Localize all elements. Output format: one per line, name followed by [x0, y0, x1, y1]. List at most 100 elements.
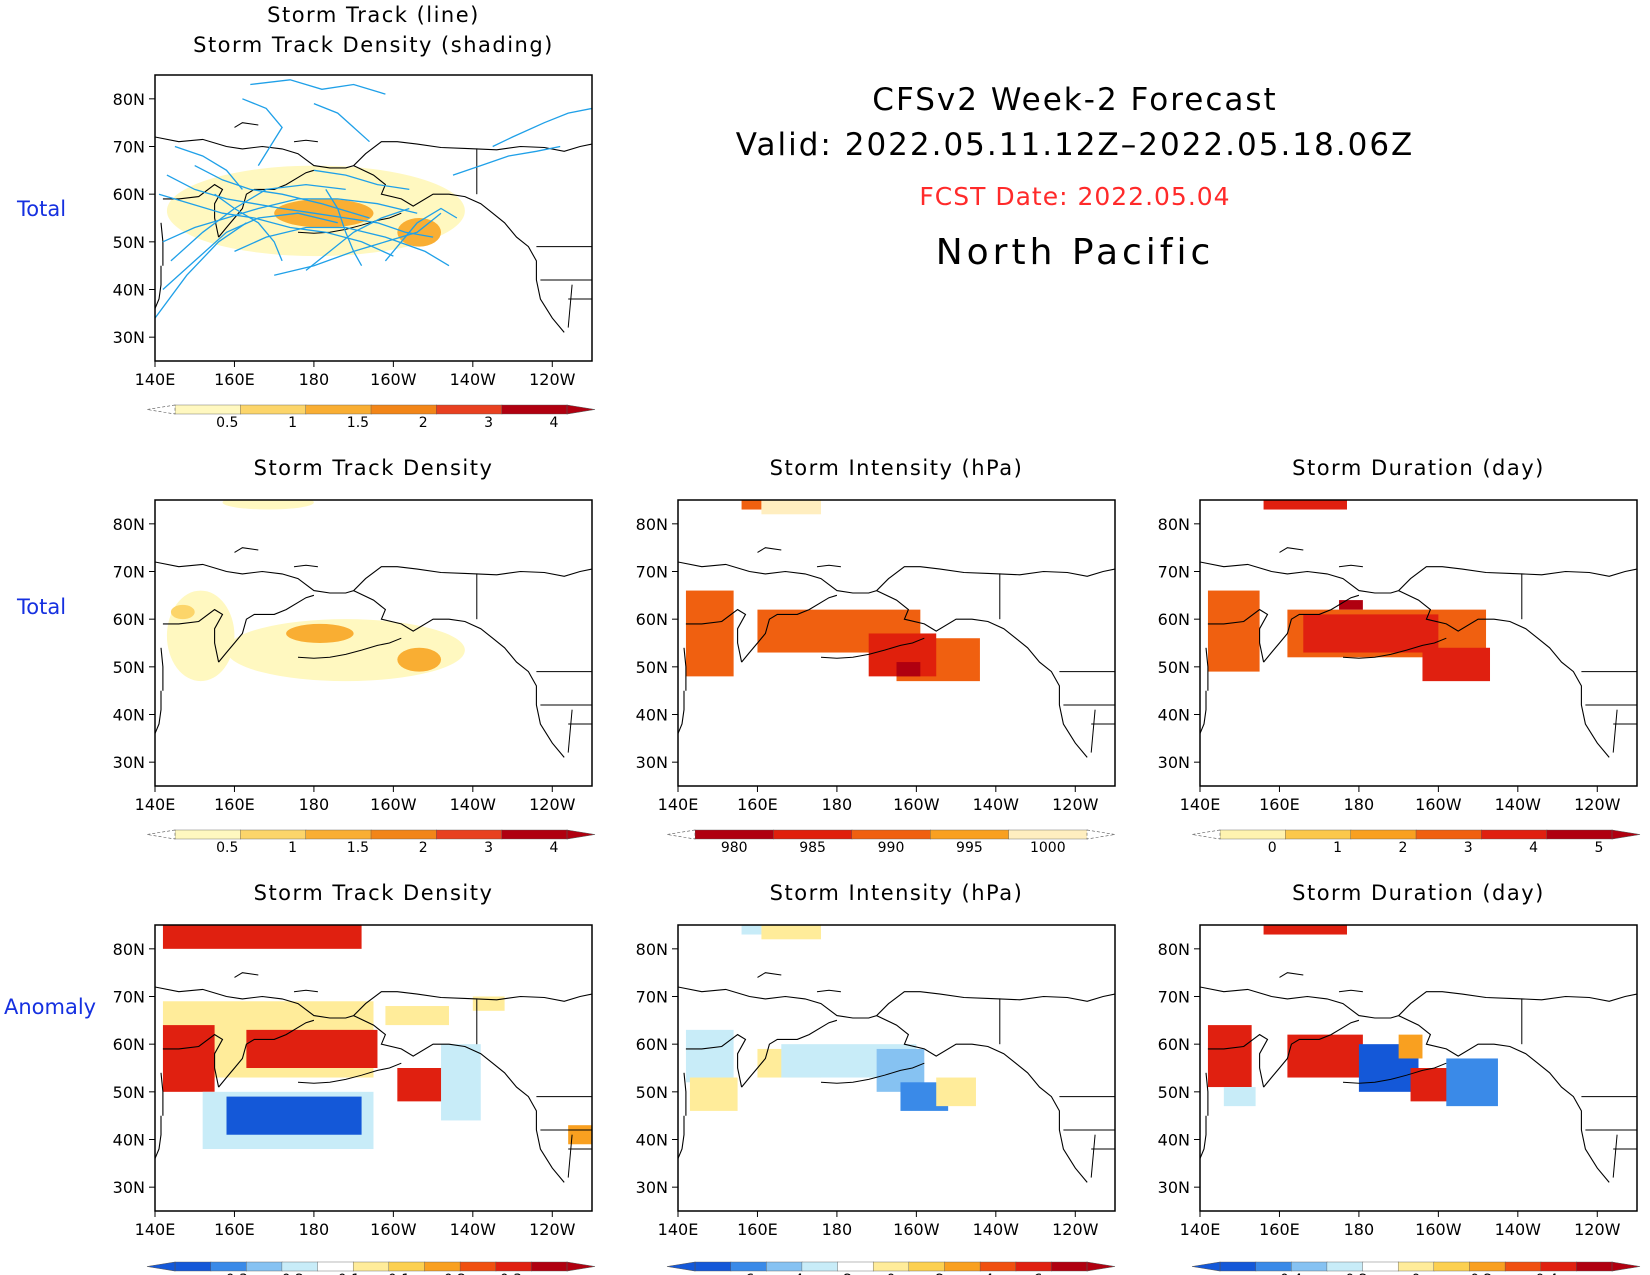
- shade-region: [1422, 647, 1491, 682]
- coastline: [757, 547, 782, 553]
- lon-label: 140W: [973, 795, 1020, 814]
- map-frame: [677, 924, 1116, 1212]
- shade-region: [1398, 1034, 1423, 1059]
- coastline: [162, 183, 224, 238]
- colorbar-label: 1.5: [347, 840, 369, 856]
- panel-title: Storm Intensity (hPa): [770, 881, 1024, 905]
- colorbar-label: 0: [1412, 1272, 1421, 1275]
- coastline: [160, 647, 164, 691]
- panel-title: Storm Track Density (shading): [193, 33, 554, 57]
- lon-label: 160W: [370, 370, 417, 389]
- lon-label: 140W: [1495, 795, 1542, 814]
- lat-label: 60N: [1158, 610, 1190, 629]
- panel-density-anomaly: Storm Track Density 80N 70N 60N 50N 40N 30N 140…: [113, 881, 596, 1275]
- lat-label: 70N: [636, 563, 668, 582]
- colorbar-swatch: [1415, 829, 1483, 840]
- colorbar-label: −4: [783, 1272, 804, 1275]
- colorbar-arrow-left: [666, 829, 696, 840]
- colorbar-arrow-left: [146, 829, 176, 840]
- colorbar-label: 2: [1398, 840, 1407, 856]
- shade-region: [162, 1025, 215, 1092]
- border-line: [567, 709, 573, 753]
- colorbar-label: 2: [936, 1272, 945, 1275]
- coastline: [1279, 972, 1304, 978]
- coastline: [353, 165, 565, 333]
- colorbar-swatch: [1362, 1261, 1399, 1272]
- coastline: [1200, 561, 1522, 594]
- colorbar-swatch: [1219, 829, 1287, 840]
- colorbar-swatch: [694, 829, 775, 840]
- colorbar-arrow-right: [566, 404, 596, 415]
- lon-label: 140E: [135, 795, 176, 814]
- coastline: [678, 1115, 685, 1159]
- colorbar-swatch: [801, 1261, 839, 1272]
- coastline: [476, 143, 592, 152]
- lat-label: 60N: [636, 610, 668, 629]
- lon-label: 140E: [1180, 795, 1221, 814]
- colorbar-label: 1: [288, 840, 297, 856]
- coastline: [1207, 1033, 1269, 1088]
- storm-track-line: [452, 145, 561, 176]
- storm-track-line: [214, 193, 283, 262]
- colorbar-swatch: [370, 404, 438, 415]
- lon-label: 120W: [529, 1220, 576, 1239]
- colorbar-swatch: [766, 1261, 803, 1272]
- storm-track-line: [305, 207, 410, 271]
- colorbar: −0.4 −0.2 0 0.2 0.4: [1191, 1261, 1641, 1275]
- shade-region: [397, 218, 442, 247]
- colorbar-label: −0.1: [326, 1272, 360, 1275]
- colorbar-swatch: [281, 1261, 319, 1272]
- lon-label: 140W: [973, 1220, 1020, 1239]
- forecast-title: CFSv2 Week-2 Forecast: [872, 82, 1278, 118]
- map-frame: [1199, 924, 1638, 1212]
- lat-label: 80N: [113, 515, 145, 534]
- lon-label: 160E: [214, 1220, 255, 1239]
- colorbar-swatch: [908, 1261, 946, 1272]
- colorbar-swatch: [872, 1261, 910, 1272]
- coastline: [155, 136, 477, 169]
- lon-label: 160W: [370, 795, 417, 814]
- colorbar-swatch: [1504, 1261, 1542, 1272]
- lat-label: 50N: [113, 658, 145, 677]
- coastline: [218, 594, 315, 663]
- lon-label: 120W: [1052, 1220, 1099, 1239]
- colorbar-label: 4: [549, 415, 558, 431]
- coastline: [820, 1062, 925, 1084]
- colorbar-swatch: [436, 404, 503, 415]
- panel-density-total: Storm Track Density80N70N60N50N40N30N140…: [113, 456, 596, 856]
- lon-label: 160E: [737, 1220, 778, 1239]
- lat-label: 80N: [113, 940, 145, 959]
- border-line: [1090, 1134, 1096, 1178]
- colorbar-label: 0.2: [1470, 1272, 1492, 1275]
- coastline: [353, 590, 565, 758]
- colorbar-label: 4: [985, 1272, 994, 1275]
- panel-title: Storm Duration (day): [1292, 881, 1545, 905]
- lat-label: 40N: [113, 706, 145, 725]
- storm-track-line: [174, 145, 243, 190]
- colorbar-label: 1.5: [347, 415, 369, 431]
- coastline: [685, 1033, 747, 1088]
- shade-region: [274, 198, 374, 228]
- coastline: [160, 222, 164, 266]
- border-line: [567, 284, 573, 328]
- lon-label: 180: [822, 795, 853, 814]
- colorbar-arrow-right: [1086, 1261, 1116, 1272]
- panel-duration-anomaly: Storm Duration (day) 80N 70N 60N 50N 40N 30N 14…: [1158, 881, 1641, 1275]
- row-label-total-1: Total: [17, 197, 67, 221]
- lat-label: 40N: [113, 1131, 145, 1150]
- lat-label: 40N: [1158, 1131, 1190, 1150]
- colorbar-arrow-right: [566, 1261, 596, 1272]
- colorbar-label: 990: [878, 840, 905, 856]
- coastline: [876, 590, 1088, 758]
- colorbar-swatch: [1433, 1261, 1471, 1272]
- coastline: [1338, 989, 1363, 993]
- colorbar-swatch: [979, 1261, 1017, 1272]
- coastline: [1398, 1015, 1610, 1183]
- colorbar-label: −6: [734, 1272, 755, 1275]
- coastline: [1263, 1019, 1360, 1088]
- storm-track-line: [250, 79, 386, 95]
- lat-label: 40N: [636, 706, 668, 725]
- coastline: [155, 690, 162, 734]
- storm-track-line: [170, 183, 346, 262]
- lon-label: 140E: [658, 1220, 699, 1239]
